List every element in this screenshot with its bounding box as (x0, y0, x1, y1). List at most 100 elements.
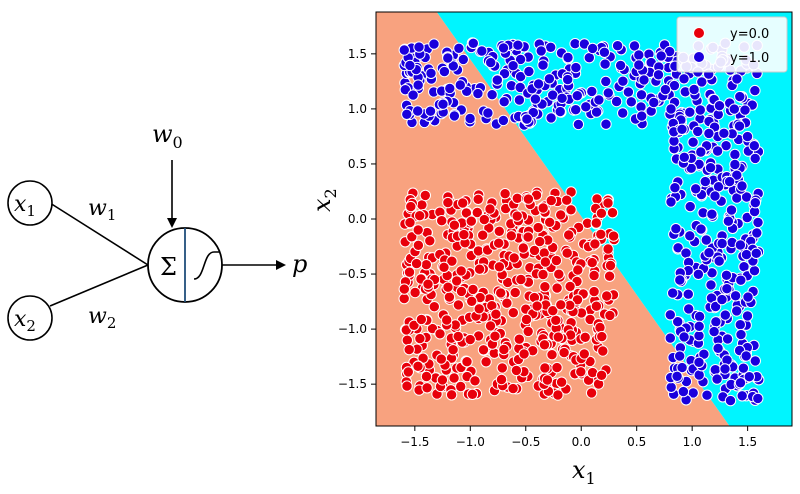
scatter-point (731, 73, 743, 85)
scatter-point (412, 360, 424, 372)
scatter-point (731, 169, 743, 181)
scatter-point (537, 59, 549, 71)
scatter-point (419, 189, 431, 202)
scatter-point (735, 328, 747, 341)
scatter-point (496, 362, 508, 374)
scatter-point (539, 256, 552, 268)
scatter-point (409, 286, 421, 299)
scatter-point (722, 215, 735, 227)
scatter-point (625, 96, 637, 108)
scatter-point (652, 69, 665, 81)
scatter-point (594, 321, 606, 334)
scatter-point (586, 42, 599, 55)
scatter-point (428, 38, 440, 50)
scatter-point (398, 44, 410, 56)
scatter-point (398, 292, 410, 305)
output-arrow-head (276, 260, 286, 270)
scatter-point (749, 84, 761, 97)
scatter-point (446, 255, 458, 267)
scatter-point (448, 110, 461, 122)
scatter-point (741, 130, 754, 143)
scatter-point (467, 283, 479, 296)
scatter-point (721, 333, 734, 345)
scatter-point (665, 196, 677, 208)
scatter-point (716, 237, 728, 250)
scatter-point (740, 350, 752, 362)
scatter-point (725, 204, 738, 216)
input-node-x1: x1 (7, 180, 53, 226)
scatter-point (713, 100, 726, 112)
scatter-point (535, 45, 547, 57)
scatter-point (403, 266, 416, 278)
scatter-point (464, 112, 476, 125)
edge-x2-to-neuron (49, 264, 149, 307)
weight-w2-label: w2 (88, 304, 116, 332)
scatter-point (420, 370, 433, 383)
scatter-point (521, 113, 533, 125)
scatter-point (695, 223, 707, 235)
weight-w1-label: w1 (88, 196, 116, 224)
y-axis-ticks: −1.5 −1.0 −0.5 0.0 0.5 1.0 1.5 (338, 47, 376, 391)
scatter-point (552, 389, 564, 401)
scatter-point (734, 90, 746, 103)
scatter-point (414, 332, 426, 345)
scatter-point (586, 85, 598, 98)
scatter-point (512, 39, 524, 51)
scatter-point (438, 65, 451, 78)
scatter-point (513, 333, 525, 345)
scatter-point (558, 346, 570, 359)
scatter-point (712, 342, 724, 354)
x-tick-label: −1.0 (456, 435, 485, 449)
scatter-point (545, 41, 557, 53)
neuron-node: Σ (147, 227, 223, 303)
scatter-point (543, 73, 556, 85)
scatter-point (633, 49, 645, 61)
legend: y=0.0 y=1.0 (676, 16, 788, 73)
scatter-point (693, 369, 705, 381)
y-tick-label: 1.5 (348, 47, 367, 61)
svg-text:x1: x1 (14, 192, 36, 220)
scatter-point (731, 305, 743, 317)
scatter-point (752, 392, 764, 405)
scatter-point (507, 382, 519, 395)
scatter-point (570, 61, 582, 74)
scatter-point (458, 228, 470, 241)
scatter-point (590, 217, 602, 229)
scatter-point (719, 363, 731, 375)
scatter-point (425, 67, 437, 80)
x-tick-label: −0.5 (511, 435, 540, 449)
scatter-point (665, 103, 677, 115)
scatter-point (701, 389, 713, 401)
scatter-point (743, 371, 755, 383)
scatter-point (520, 313, 533, 326)
scatter-point (706, 208, 718, 220)
scatter-point (435, 353, 447, 365)
scatter-point (678, 331, 690, 343)
scatter-point (693, 330, 705, 342)
scatter-point (677, 385, 690, 398)
scatter-point (596, 330, 608, 343)
svg-text:x2: x2 (14, 307, 36, 335)
scatter-point (561, 194, 573, 206)
scatter-point (603, 270, 616, 282)
scatter-point (599, 58, 611, 70)
scatter-point (711, 373, 723, 385)
scatter-point (665, 381, 677, 393)
scatter-point (461, 356, 473, 368)
scatter-point (452, 299, 465, 311)
scatter-point (728, 103, 740, 115)
scatter-point (693, 320, 705, 332)
scatter-point (555, 299, 567, 311)
scatter-point (437, 98, 449, 110)
scatter-point (703, 127, 715, 140)
scatter-point (729, 290, 742, 302)
scatter-point (515, 273, 527, 286)
scatter-point (588, 285, 600, 298)
scatter-point (571, 294, 584, 306)
scatter-point (541, 374, 554, 386)
scatter-point (667, 287, 679, 299)
scatter-point (529, 93, 542, 105)
scatter-point (734, 377, 747, 389)
scatter-point (710, 316, 722, 328)
scatter-point (720, 269, 733, 281)
